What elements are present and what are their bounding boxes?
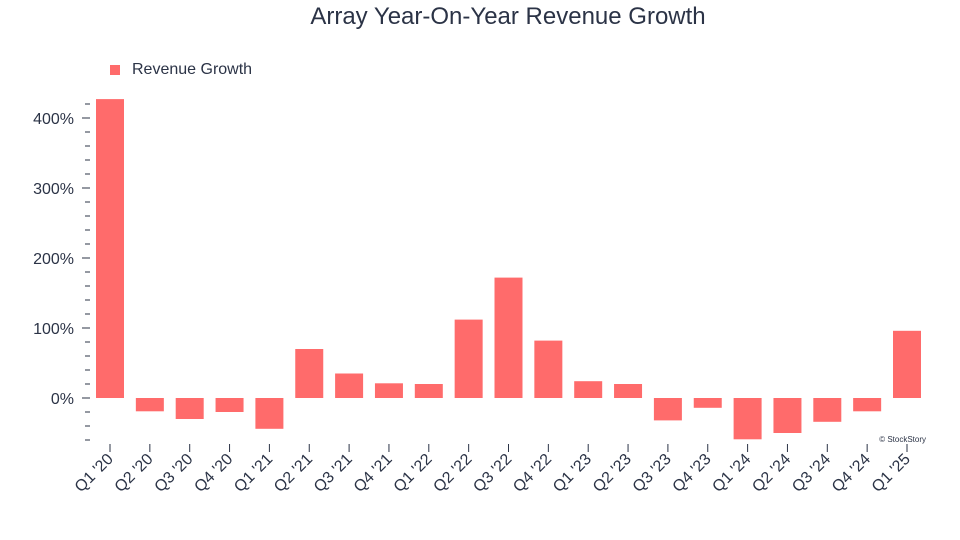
bar [893,330,921,398]
bar [414,384,443,398]
bars [96,99,921,440]
x-tick-label: Q1 '25 [869,451,914,496]
y-tick-label: 200% [33,251,74,268]
bar [653,398,682,421]
y-tick-label: 100% [33,321,74,338]
bar [454,319,483,398]
x-tick-label: Q3 '20 [152,451,197,496]
bar [494,277,523,398]
bar [96,99,124,398]
bar [255,398,284,429]
x-tick-label: Q1 '23 [550,451,595,496]
y-tick-label: 0% [51,391,74,408]
chart-title: Array Year-On-Year Revenue Growth [310,3,705,30]
bar [215,398,244,412]
y-axis: 0% 100% 200% 300% 400% [33,103,90,441]
bar [614,384,643,398]
x-tick-label: Q4 '20 [191,451,236,496]
bar [374,383,403,398]
legend: Revenue Growth [110,61,252,78]
y-tick-label: 400% [33,111,74,128]
x-tick-label: Q2 '24 [749,451,794,496]
x-tick-label: Q2 '21 [271,451,316,496]
x-tick-label: Q4 '22 [510,451,555,496]
bar [813,398,842,422]
bar [135,398,164,412]
x-tick-label: Q1 '21 [231,451,276,496]
bar [693,398,722,408]
legend-label: Revenue Growth [132,61,252,78]
x-tick-label: Q3 '23 [630,451,675,496]
x-tick-label: Q3 '22 [470,451,515,496]
legend-swatch [110,65,120,75]
bar [175,398,204,419]
x-tick-label: Q2 '23 [590,451,635,496]
bar [853,398,882,412]
bar [574,381,603,398]
bar [295,349,324,398]
bar [335,373,364,398]
x-tick-label: Q1 '22 [391,451,436,496]
x-tick-label: Q4 '21 [351,451,396,496]
x-tick-label: Q4 '24 [829,451,874,496]
bar [534,340,563,398]
x-tick-label: Q3 '21 [311,451,356,496]
y-tick-label: 300% [33,181,74,198]
bar [773,398,802,433]
x-tick-label: Q1 '20 [72,451,117,496]
x-tick-label: Q1 '24 [709,451,754,496]
watermark: © StockStory [879,435,926,444]
bar [733,398,762,440]
x-tick-label: Q4 '23 [670,451,715,496]
x-tick-label: Q2 '22 [430,451,475,496]
x-tick-label: Q3 '24 [789,451,834,496]
x-tick-label: Q2 '20 [112,451,157,496]
